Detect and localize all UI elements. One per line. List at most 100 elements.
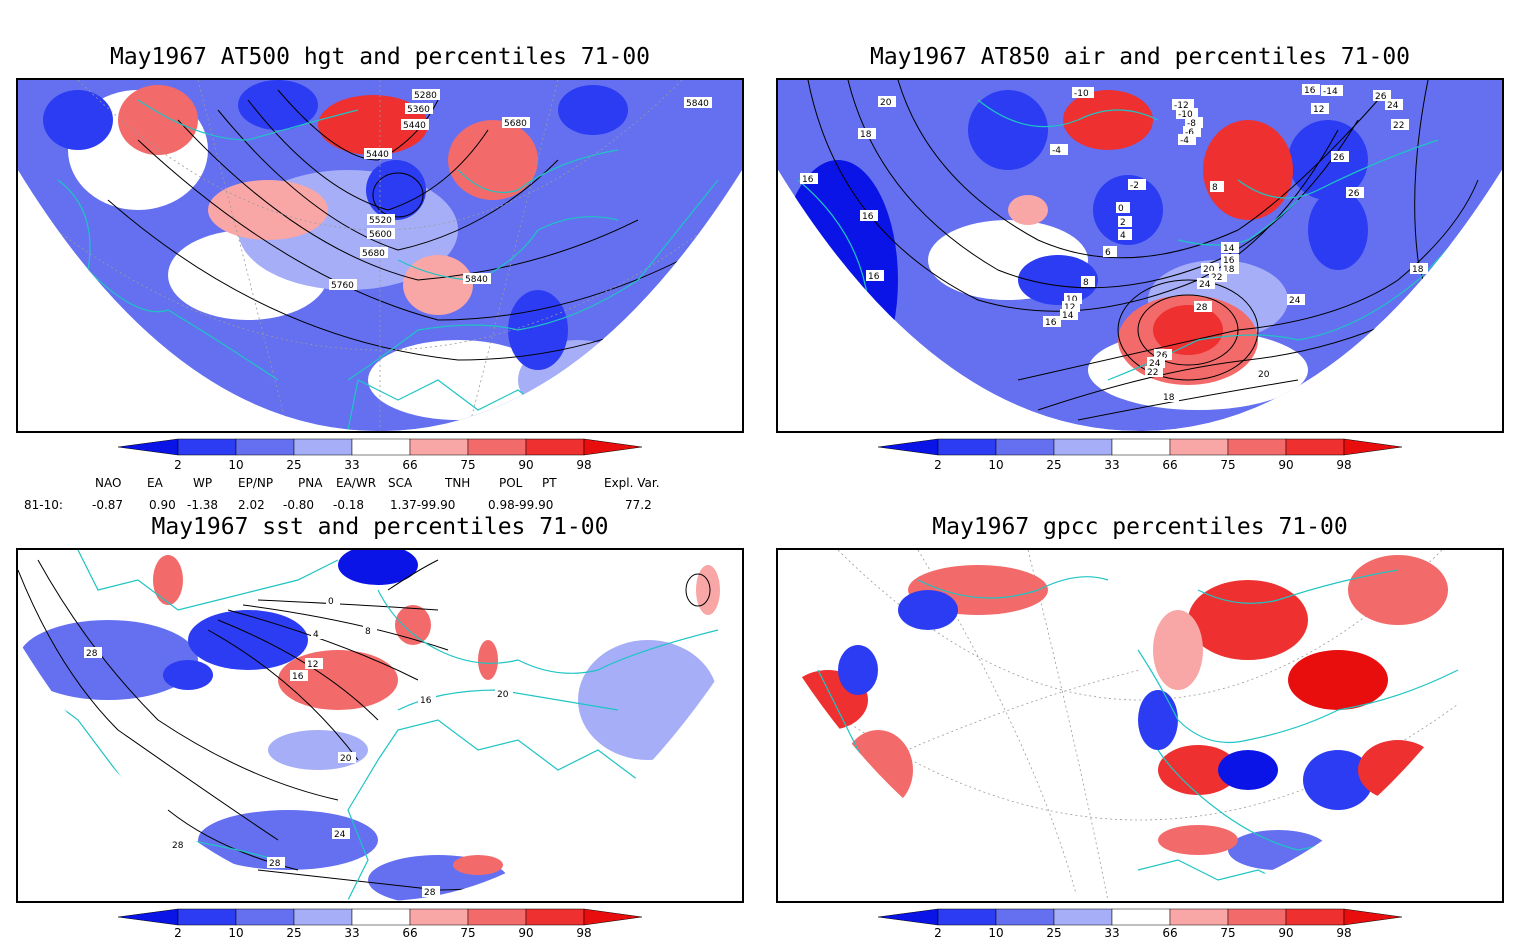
colorbar-tick: 98 xyxy=(1336,926,1352,940)
colorbar-tick: 33 xyxy=(344,458,360,472)
colorbar-tick: 98 xyxy=(576,926,592,940)
colorbar-tick: 25 xyxy=(1046,458,1062,472)
contour-label: 24 xyxy=(1149,359,1161,369)
contour-label: 28 xyxy=(86,649,98,659)
contour-label: 5520 xyxy=(369,216,392,226)
colorbar-tick: 75 xyxy=(1220,926,1236,940)
contour-label: 18 xyxy=(1412,265,1424,275)
contour-label: 16 xyxy=(868,272,880,282)
contour-label: -12 xyxy=(1174,101,1189,111)
contour-label: 20 xyxy=(1203,265,1215,275)
index-header-pol: POL xyxy=(499,476,523,490)
contour-label: 5680 xyxy=(504,119,527,129)
panel-title-sst: May1967 sst and percentiles 71-00 xyxy=(151,514,609,540)
colorbar-tick: 75 xyxy=(460,458,476,472)
colorbar-tick: 2 xyxy=(934,458,942,472)
colorbar-tick: 2 xyxy=(934,926,942,940)
contour-label: 16 xyxy=(1304,86,1316,96)
colorbar-tick: 10 xyxy=(988,458,1004,472)
colorbar-gpcc xyxy=(877,908,1403,926)
contour-label: 22 xyxy=(1147,368,1158,378)
contour-label: 28 xyxy=(1196,303,1208,313)
index-value-wp: -1.38 xyxy=(187,498,219,512)
panel-title-gpcc: May1967 gpcc percentiles 71-00 xyxy=(932,514,1348,540)
colorbar-tick: 25 xyxy=(286,926,302,940)
contour-label: 26 xyxy=(1156,351,1168,361)
index-header-sca: SCA xyxy=(388,476,413,490)
contour-label: 16 xyxy=(1045,318,1057,328)
contour-label: -10 xyxy=(1178,110,1193,120)
contour-label: 16 xyxy=(292,672,304,682)
contour-label: 12 xyxy=(1313,105,1324,115)
colorbar-tick: 75 xyxy=(460,926,476,940)
contour-label: 5840 xyxy=(465,275,488,285)
map-hgt500: 5280 5360 5440 5440 5520 5600 5680 5680 … xyxy=(18,80,742,431)
contour-label: 24 xyxy=(1387,101,1399,111)
index-header-explvar: Expl. Var. xyxy=(604,476,660,490)
contour-label: 4 xyxy=(1120,231,1126,241)
index-header-eawr: EA/WR xyxy=(336,476,377,490)
colorbar-tick: 75 xyxy=(1220,458,1236,472)
index-value-pna: -0.80 xyxy=(283,498,315,512)
contour-label: 10 xyxy=(1066,295,1078,305)
contour-label: 20 xyxy=(1258,370,1270,380)
map-panel-gpcc xyxy=(776,548,1504,903)
contour-label: 4 xyxy=(313,630,319,640)
contour-label: 16 xyxy=(862,212,874,222)
contour-label: 5280 xyxy=(414,91,437,101)
colorbar-tick: 33 xyxy=(1104,458,1120,472)
colorbar-tick: 33 xyxy=(1104,926,1120,940)
map-sst: 28 0 4 8 12 16 16 20 20 24 28 28 28 xyxy=(18,550,742,901)
panel-title-air850: May1967 AT850 air and percentiles 71-00 xyxy=(869,44,1411,70)
contour-label: 16 xyxy=(802,175,814,185)
contour-label: -10 xyxy=(1074,89,1089,99)
index-value-sca-tnh: 1.37-99.90 xyxy=(390,498,456,512)
panel-title-hgt500: May1967 AT500 hgt and percentiles 71-00 xyxy=(109,44,651,70)
colorbar-hgt500 xyxy=(117,438,643,456)
contour-label: -4 xyxy=(1052,146,1061,156)
contour-label: -8 xyxy=(1187,119,1196,129)
contour-label: 24 xyxy=(1199,280,1211,290)
contour-label: -4 xyxy=(1180,136,1189,146)
contour-label: 5760 xyxy=(331,281,354,291)
colorbar-tick: 98 xyxy=(576,458,592,472)
contour-label: 5680 xyxy=(362,249,385,259)
contour-label: -14 xyxy=(1323,87,1338,97)
colorbar-tick: 10 xyxy=(988,926,1004,940)
index-value-epnp: 2.02 xyxy=(238,498,265,512)
colorbar-sst xyxy=(117,908,643,926)
contour-label: 2 xyxy=(1120,218,1126,228)
contour-label: 5360 xyxy=(407,105,430,115)
contour-label: 24 xyxy=(1289,296,1301,306)
map-air850: 20 18 16 16 16 -10 -4 -2 0 2 4 6 8 10 12… xyxy=(778,80,1502,431)
contour-label: 24 xyxy=(334,830,346,840)
contour-label: 28 xyxy=(424,888,436,898)
colorbar-tick: 66 xyxy=(1162,926,1178,940)
colorbar-tick: 66 xyxy=(402,926,418,940)
contour-label: 16 xyxy=(420,696,432,706)
contour-label: 14 xyxy=(1223,244,1235,254)
contour-label: 12 xyxy=(307,660,318,670)
colorbar-tick: 10 xyxy=(228,458,244,472)
contour-label: 0 xyxy=(328,597,334,607)
contour-label: 22 xyxy=(1211,273,1222,283)
index-row-label: 81-10: xyxy=(24,498,63,512)
colorbar-tick: 25 xyxy=(286,458,302,472)
colorbar-tick: 10 xyxy=(228,926,244,940)
contour-label: 26 xyxy=(1348,189,1360,199)
contour-label: 28 xyxy=(172,841,184,851)
index-header-wp: WP xyxy=(193,476,213,490)
contour-label: 8 xyxy=(1212,183,1218,193)
contour-label: 14 xyxy=(1062,311,1074,321)
contour-label: 20 xyxy=(497,690,509,700)
map-panel-hgt500: 5280 5360 5440 5440 5520 5600 5680 5680 … xyxy=(16,78,744,433)
contour-label: 28 xyxy=(269,859,281,869)
index-value-nao: -0.87 xyxy=(92,498,124,512)
colorbar-tick: 2 xyxy=(174,926,182,940)
contour-label: 18 xyxy=(1223,265,1235,275)
colorbar-tick: 90 xyxy=(1278,926,1294,940)
index-header-nao: NAO xyxy=(95,476,122,490)
index-value-explvar: 77.2 xyxy=(625,498,652,512)
contour-label: 26 xyxy=(1375,92,1387,102)
contour-label: 6 xyxy=(1105,248,1111,258)
